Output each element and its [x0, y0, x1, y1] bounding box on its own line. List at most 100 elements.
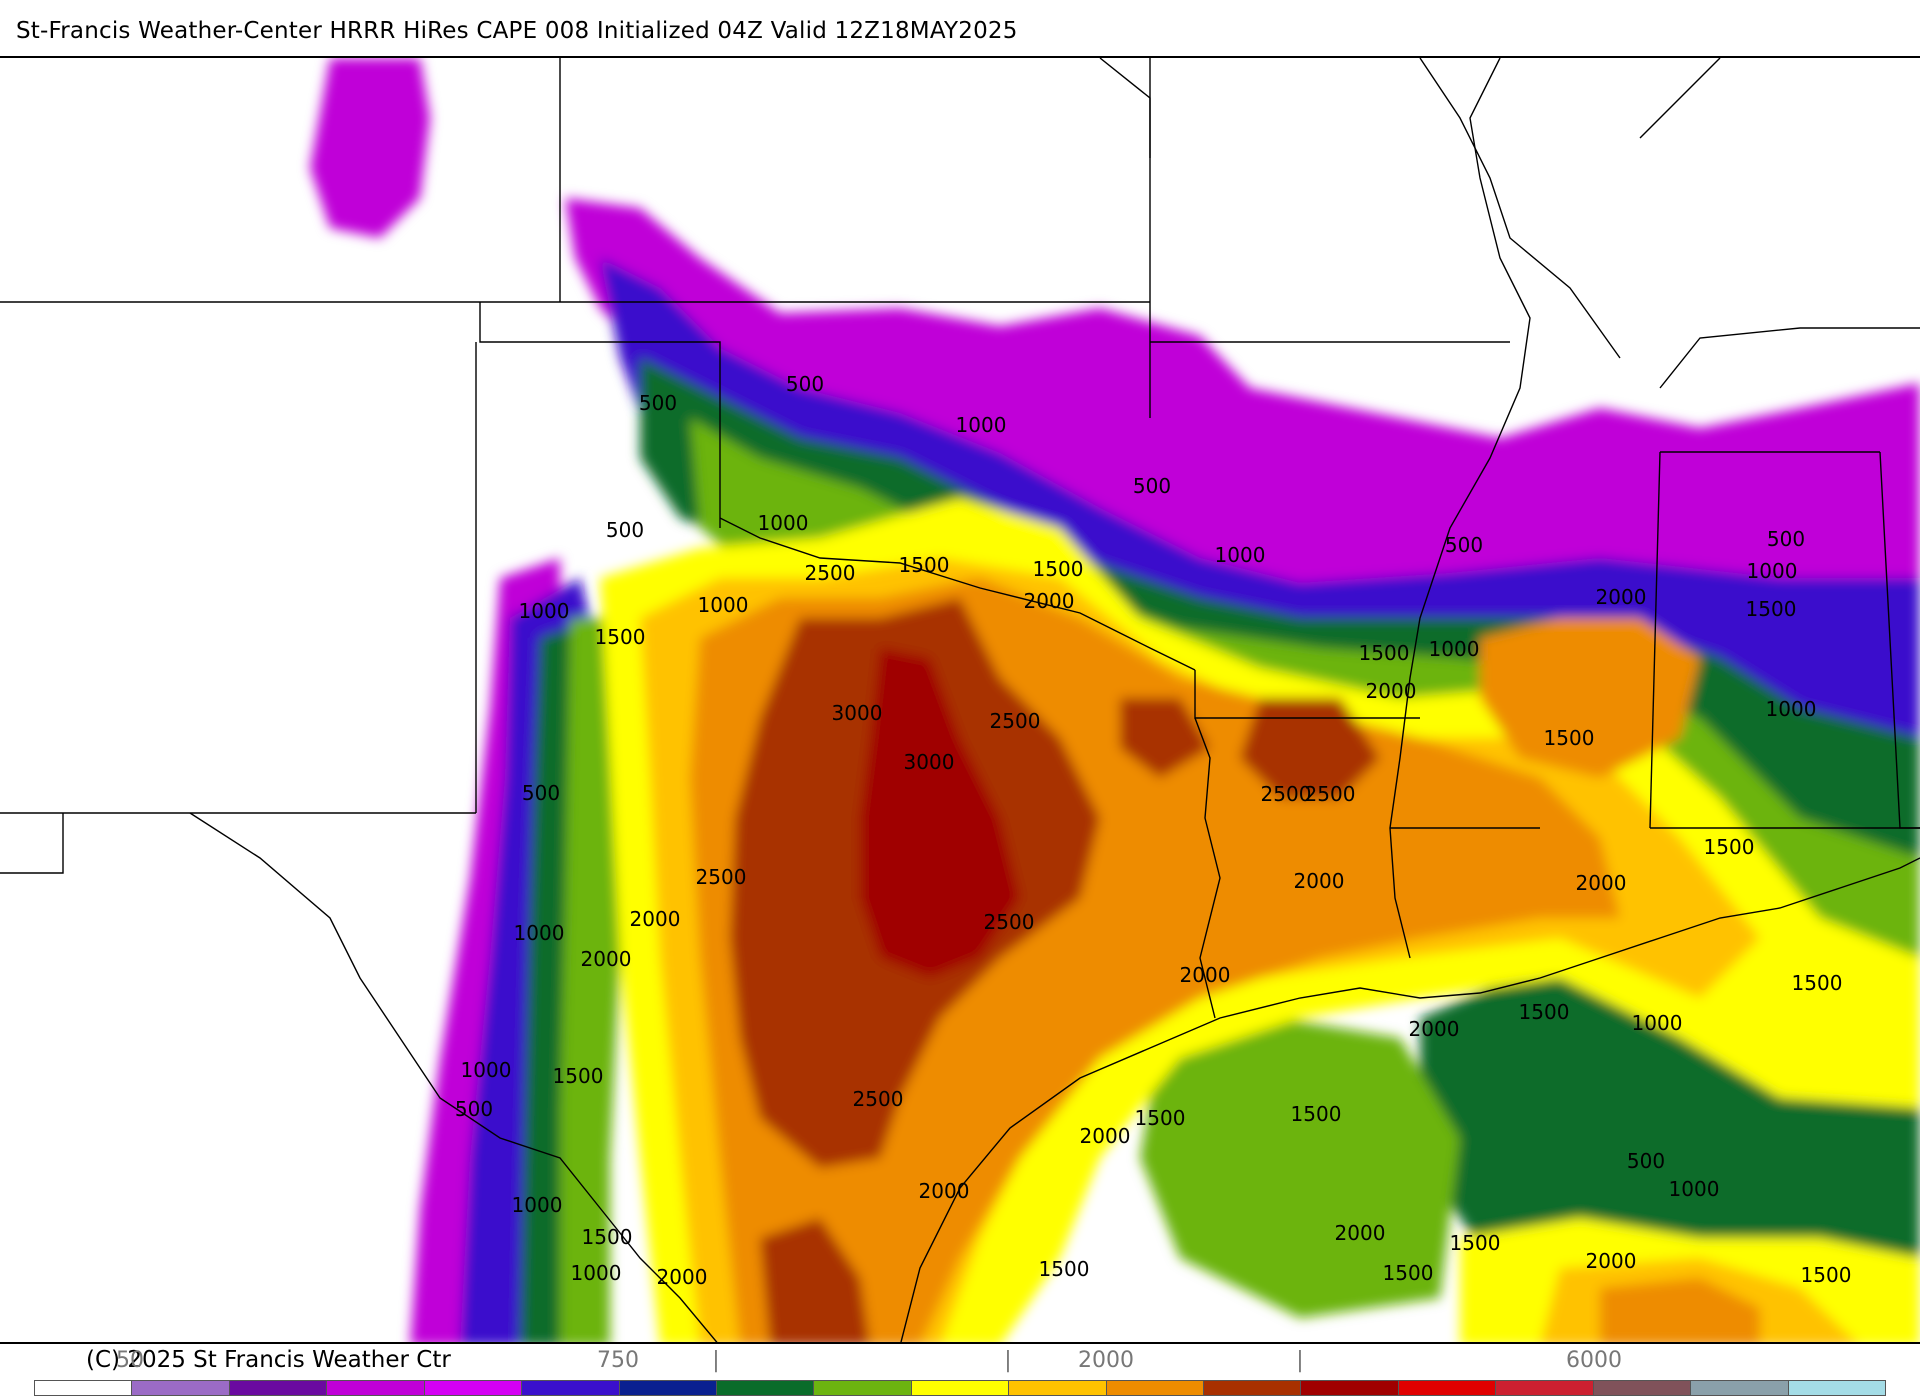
map-canvas: 500 500 500 500 500 500 500 500 500 1000…	[0, 58, 1920, 1342]
state-border-line	[1659, 327, 1920, 389]
contour-label: 2500	[984, 910, 1035, 934]
contour-label: 2500	[1305, 782, 1356, 806]
contour-label: 3000	[904, 750, 955, 774]
contour-label: 500	[786, 372, 824, 396]
cape-band-orange-ne	[1480, 618, 1700, 778]
contour-label: 1500	[1544, 726, 1595, 750]
legend-swatch	[1009, 1381, 1107, 1395]
legend-swatch	[522, 1381, 620, 1395]
contour-label: 1000	[512, 1193, 563, 1217]
political-borders	[0, 58, 1920, 1342]
contour-label: 1500	[899, 553, 950, 577]
legend-swatch	[911, 1381, 1010, 1395]
contour-label: 1500	[553, 1064, 604, 1088]
contour-label: 1000	[1215, 543, 1266, 567]
legend-swatch	[1301, 1381, 1399, 1395]
river-border	[1389, 58, 1531, 959]
legend-tick-label: 2000	[1078, 1348, 1134, 1373]
legend-swatch	[619, 1381, 717, 1395]
contour-label: 500	[1133, 474, 1171, 498]
state-border-line	[1649, 451, 1661, 829]
contour-label: 1000	[956, 413, 1007, 437]
contour-label: 2500	[853, 1087, 904, 1111]
contour-label: 500	[639, 391, 677, 415]
contour-label: 2500	[805, 561, 856, 585]
state-border-line	[479, 302, 721, 528]
contour-label: 1000	[698, 593, 749, 617]
contour-label: 2500	[990, 709, 1041, 733]
coastline	[900, 857, 1920, 1342]
legend: (C) 2025 St Francis Weather Ctr 50 750 |…	[0, 1344, 1920, 1400]
contour-label: 500	[522, 781, 560, 805]
legend-swatch	[1496, 1381, 1594, 1395]
cape-band-rust-mid	[1120, 698, 1210, 778]
contour-label: 2000	[1335, 1221, 1386, 1245]
contour-label: 500	[606, 518, 644, 542]
legend-swatch	[1106, 1381, 1205, 1395]
legend-swatch	[716, 1381, 815, 1395]
legend-swatch	[327, 1381, 425, 1395]
contour-label: 2000	[657, 1265, 708, 1289]
cape-band-lime-south	[1140, 1018, 1460, 1318]
contour-label: 1500	[595, 625, 646, 649]
contour-label: 1500	[1039, 1257, 1090, 1281]
contour-label: 2000	[630, 907, 681, 931]
color-scale-bar	[34, 1380, 1886, 1396]
contour-label: 1000	[461, 1058, 512, 1082]
contour-label: 2000	[1024, 589, 1075, 613]
contour-label: 1000	[1632, 1011, 1683, 1035]
contour-label: 2000	[1294, 869, 1345, 893]
legend-tick-label: 750	[597, 1348, 639, 1373]
contour-label: 1500	[1359, 641, 1410, 665]
contour-label: 2000	[1586, 1249, 1637, 1273]
contour-label: 1500	[582, 1225, 633, 1249]
cape-shading	[310, 58, 1920, 1342]
contour-label: 1000	[1766, 697, 1817, 721]
contour-label: 500	[1627, 1149, 1665, 1173]
cape-band-orange-se	[1600, 1278, 1760, 1342]
contour-label: 2000	[1080, 1124, 1131, 1148]
legend-swatch	[35, 1381, 133, 1395]
river-border	[1194, 717, 1221, 1019]
state-border-line	[0, 813, 64, 874]
contour-label: 1000	[1429, 637, 1480, 661]
contour-label: 1500	[1519, 1000, 1570, 1024]
legend-tick-label: 50	[116, 1348, 144, 1373]
state-border-line	[1639, 58, 1721, 139]
contour-label: 2000	[1576, 871, 1627, 895]
contour-label: 1500	[1801, 1263, 1852, 1287]
copyright-text: (C) 2025 St Francis Weather Ctr	[86, 1347, 451, 1373]
legend-swatch	[132, 1381, 230, 1395]
state-border-line	[1419, 58, 1621, 359]
legend-swatch	[1788, 1381, 1886, 1395]
river-border	[719, 517, 1196, 671]
contour-label: 1000	[758, 511, 809, 535]
contour-label: 500	[1767, 527, 1805, 551]
contour-label: 1000	[1669, 1177, 1720, 1201]
cape-band-purple-north	[565, 198, 1920, 618]
cape-band-rust-east	[1240, 698, 1380, 798]
contour-label: 1500	[1704, 835, 1755, 859]
contour-label: 1000	[514, 921, 565, 945]
contour-label: 2000	[919, 1179, 970, 1203]
contour-label: 2000	[1409, 1017, 1460, 1041]
contour-label: 500	[1445, 533, 1483, 557]
cape-band-darkred	[860, 648, 1020, 978]
contour-label: 1500	[1033, 557, 1084, 581]
contour-label: 1000	[571, 1261, 622, 1285]
contour-label: 1500	[1792, 971, 1843, 995]
state-border-line	[1099, 58, 1151, 158]
legend-swatch	[1398, 1381, 1497, 1395]
contour-label: 2500	[1261, 782, 1312, 806]
contour-label: 500	[455, 1097, 493, 1121]
legend-tick-glyph: |	[712, 1348, 720, 1373]
contour-label: 1000	[519, 599, 570, 623]
legend-swatch	[1691, 1381, 1789, 1395]
contour-label: 1500	[1746, 597, 1797, 621]
legend-tick-glyph: |	[1296, 1348, 1304, 1373]
contour-label: 2000	[1180, 963, 1231, 987]
contour-label: 2000	[581, 947, 632, 971]
contour-label: 1500	[1135, 1106, 1186, 1130]
contour-label: 2500	[696, 865, 747, 889]
contour-label: 1500	[1291, 1102, 1342, 1126]
